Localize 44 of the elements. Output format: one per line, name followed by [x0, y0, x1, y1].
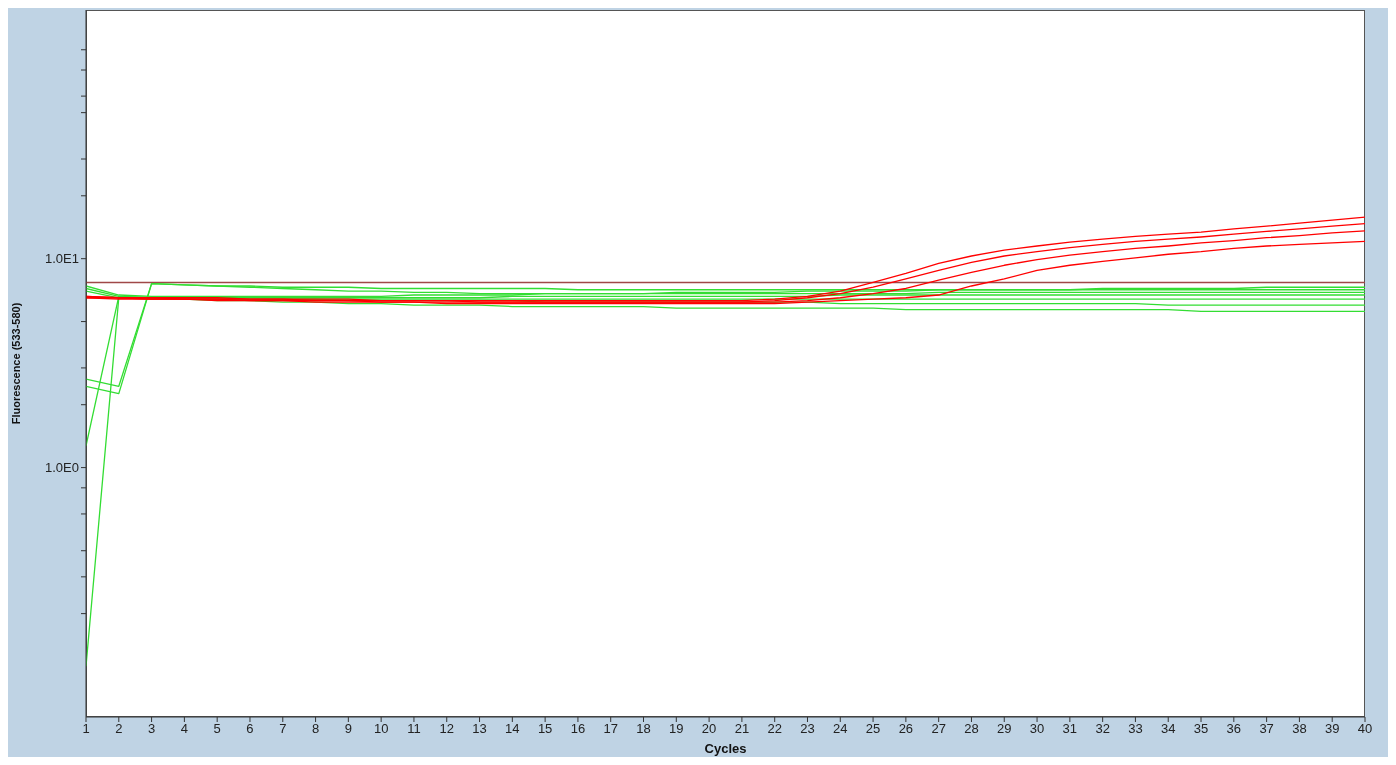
x-tick-label: 15 [537, 721, 553, 737]
x-tick-label: 14 [505, 721, 520, 737]
x-tick-label: 21 [734, 721, 750, 737]
y-axis-title: Fluorescence (533-580) [9, 302, 22, 425]
x-tick-label: 11 [407, 721, 421, 737]
x-tick-label: 10 [373, 721, 389, 737]
x-tick-label: 8 [311, 721, 320, 737]
x-tick-label: 34 [1161, 721, 1176, 737]
x-tick-label: 5 [213, 721, 221, 737]
x-tick-label: 19 [669, 721, 684, 737]
x-tick-label: 2 [115, 721, 123, 737]
x-tick-label: 13 [472, 721, 487, 737]
x-tick-label: 16 [570, 721, 586, 737]
x-tick-label: 22 [767, 721, 782, 737]
x-tick-label: 37 [1259, 721, 1274, 737]
x-tick-label: 26 [898, 721, 914, 737]
x-tick-label: 6 [246, 721, 254, 737]
x-tick-label: 9 [344, 721, 352, 737]
x-tick-label: 18 [636, 721, 651, 737]
x-tick-label: 30 [1029, 721, 1045, 737]
x-tick-label: 25 [865, 721, 881, 737]
x-tick-label: 33 [1128, 721, 1143, 737]
x-tick-label: 1 [82, 721, 90, 737]
x-tick-label: 4 [180, 721, 188, 737]
x-tick-label: 23 [800, 721, 815, 737]
x-tick-label: 31 [1062, 721, 1078, 737]
x-tick-label: 3 [147, 721, 156, 737]
x-tick-label: 20 [701, 721, 717, 737]
x-tick-label: 24 [833, 721, 848, 737]
x-tick-label: 36 [1226, 721, 1242, 737]
x-tick-label: 39 [1324, 721, 1340, 737]
x-tick-label: 27 [931, 721, 946, 737]
x-tick-label: 7 [279, 721, 287, 737]
x-axis-title: Cycles [704, 741, 747, 756]
x-tick-label: 40 [1357, 721, 1373, 737]
y-tick-label: 1.0E0 [45, 460, 79, 476]
x-tick-label: 35 [1193, 721, 1209, 737]
x-tick-label: 38 [1292, 721, 1307, 737]
x-tick-label: 29 [997, 721, 1012, 737]
y-tick-label: 1.0E1 [45, 251, 79, 267]
x-tick-label: 17 [603, 721, 618, 737]
x-tick-label: 12 [439, 721, 454, 737]
x-tick-label: 32 [1095, 721, 1110, 737]
x-tick-label: 28 [964, 721, 979, 737]
